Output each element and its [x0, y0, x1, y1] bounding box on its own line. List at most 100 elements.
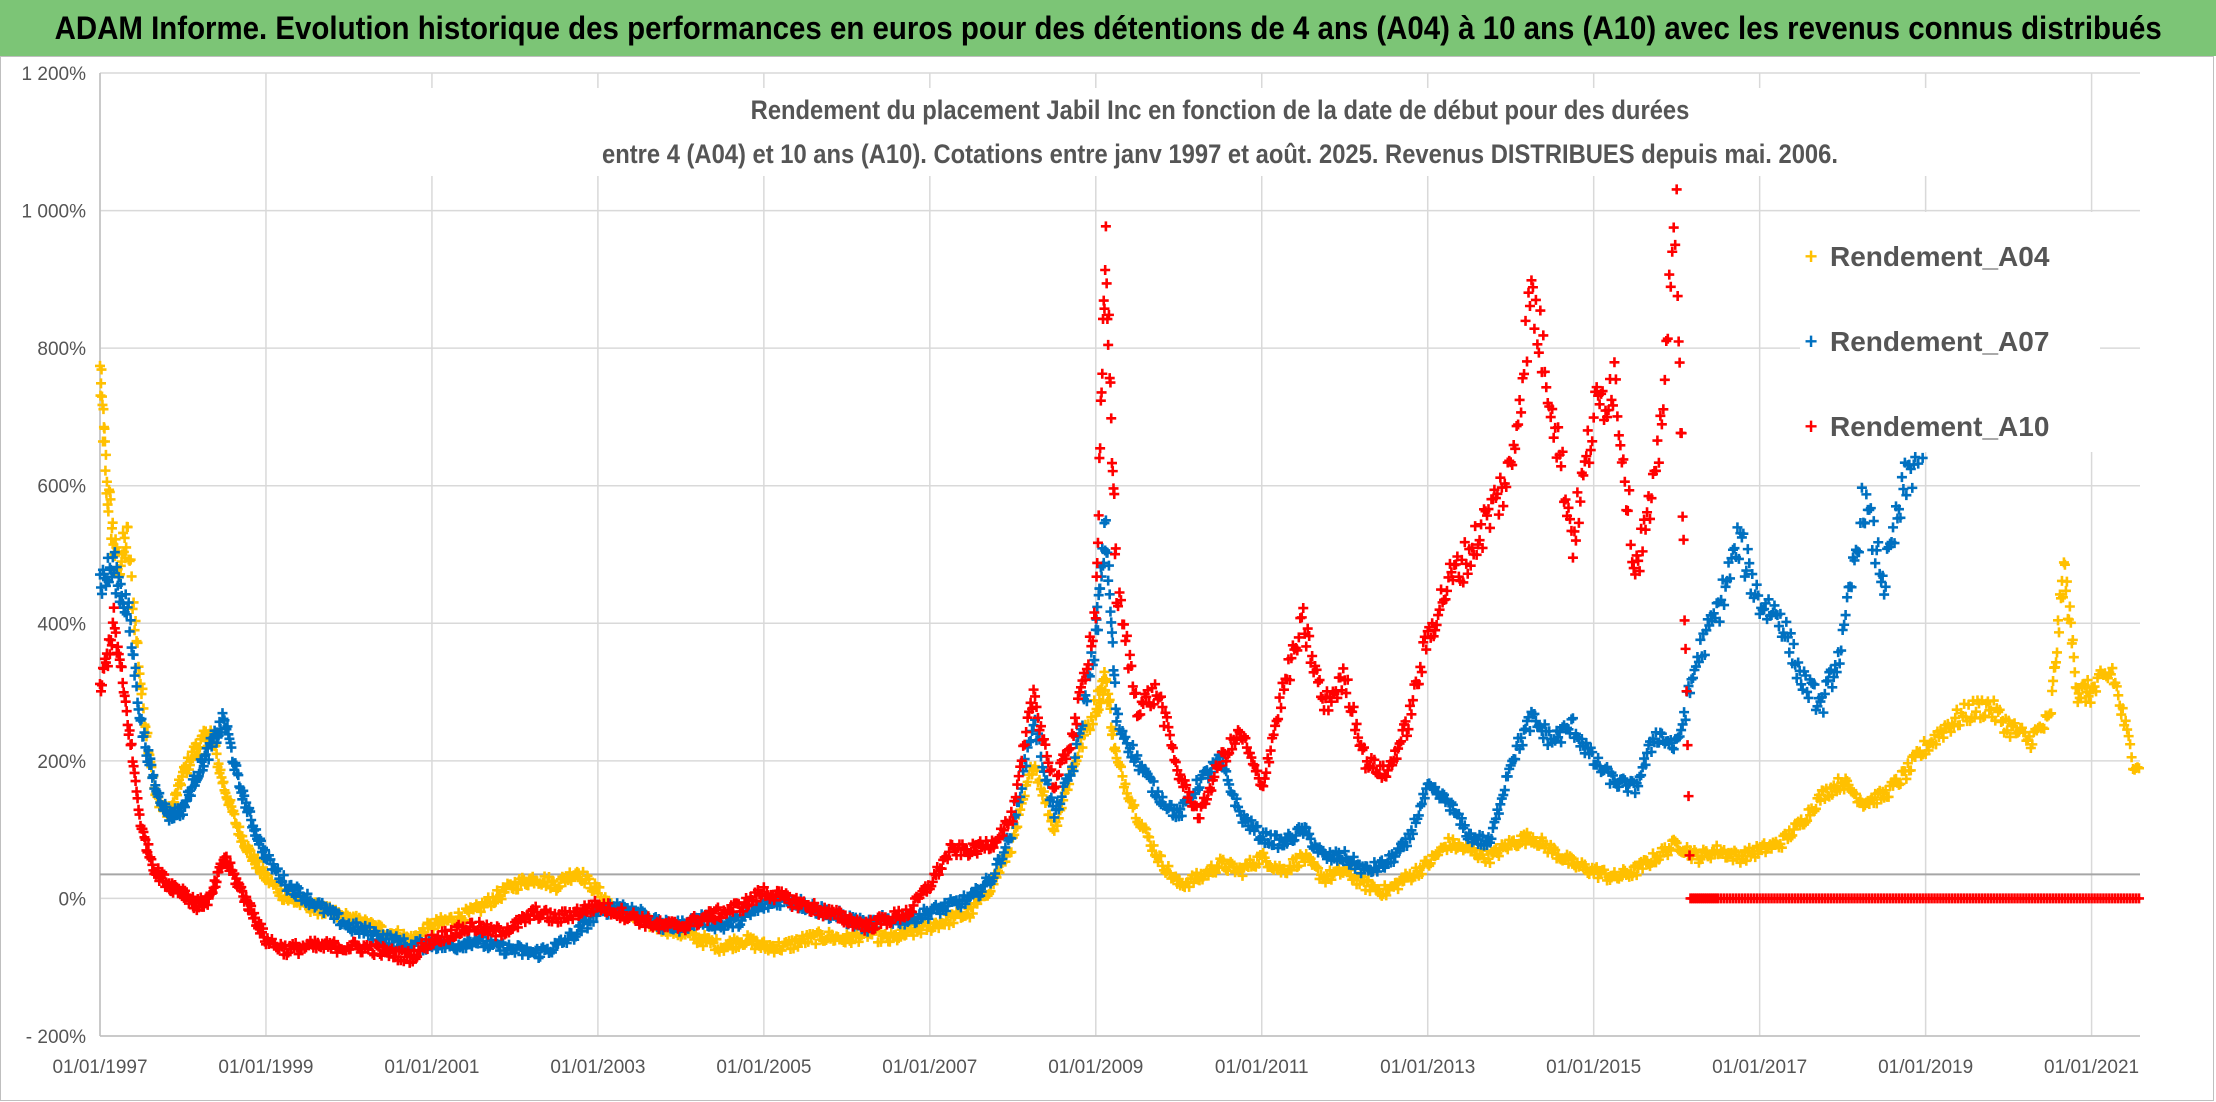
point-Rendement_A04	[218, 776, 229, 787]
point-Rendement_A04	[1776, 842, 1787, 853]
point-Rendement_A07	[1499, 785, 1510, 796]
point-Rendement_A07	[1739, 571, 1750, 582]
point-Rendement_A04	[2039, 723, 2050, 734]
point-Rendement_A10	[907, 907, 918, 918]
point-Rendement_A10	[143, 839, 154, 850]
point-Rendement_A04	[118, 527, 129, 538]
point-Rendement_A07	[1529, 708, 1540, 719]
point-Rendement_A07	[1674, 731, 1685, 742]
point-Rendement_A10	[1535, 305, 1546, 316]
point-Rendement_A04	[1945, 726, 1956, 737]
point-Rendement_A04	[1015, 804, 1026, 815]
point-Rendement_A10	[1670, 239, 1681, 250]
point-Rendement_A10	[1431, 619, 1442, 630]
point-Rendement_A10	[1071, 719, 1082, 730]
point-Rendement_A07	[1898, 484, 1909, 495]
point-Rendement_A10	[121, 706, 132, 717]
point-Rendement_A07	[1901, 490, 1912, 501]
point-Rendement_A07	[461, 943, 472, 954]
point-Rendement_A07	[1733, 553, 1744, 564]
point-Rendement_A07	[1781, 616, 1792, 627]
point-Rendement_A04	[2122, 724, 2133, 735]
point-Rendement_A10	[1035, 721, 1046, 732]
point-Rendement_A07	[1487, 823, 1498, 834]
point-Rendement_A04	[1502, 844, 1513, 855]
point-Rendement_A07	[115, 579, 126, 590]
point-Rendement_A10	[886, 917, 897, 928]
series-Rendement_A10	[95, 184, 2145, 968]
point-Rendement_A10	[110, 627, 121, 638]
point-Rendement_A10	[1381, 771, 1392, 782]
point-Rendement_A10	[1659, 374, 1670, 385]
point-Rendement_A04	[1141, 824, 1152, 835]
point-Rendement_A10	[1415, 661, 1426, 672]
point-Rendement_A10	[1033, 712, 1043, 723]
point-Rendement_A04	[1978, 712, 1989, 723]
point-Rendement_A10	[1450, 559, 1461, 570]
legend-marker-a04: +	[1804, 244, 1818, 269]
point-Rendement_A10	[1650, 465, 1661, 476]
point-Rendement_A10	[1591, 382, 1602, 393]
point-Rendement_A07	[582, 923, 593, 934]
point-Rendement_A04	[1971, 706, 1982, 717]
point-Rendement_A10	[1097, 368, 1108, 379]
point-Rendement_A07	[1751, 579, 1762, 590]
point-Rendement_A10	[122, 719, 133, 730]
point-Rendement_A10	[1114, 587, 1125, 598]
point-Rendement_A07	[1708, 608, 1719, 619]
y-tick-label: - 200%	[26, 1027, 86, 1048]
grid-lines	[99, 72, 2140, 1037]
point-Rendement_A10	[1520, 315, 1531, 326]
point-Rendement_A04	[908, 930, 919, 941]
point-Rendement_A10	[1184, 786, 1195, 797]
point-Rendement_A10	[132, 793, 143, 804]
point-Rendement_A10	[1044, 766, 1055, 777]
point-Rendement_A10	[1609, 357, 1620, 368]
point-Rendement_A07	[1120, 731, 1131, 742]
point-Rendement_A04	[1311, 861, 1322, 872]
point-Rendement_A10	[1021, 727, 1032, 738]
point-Rendement_A07	[1607, 770, 1618, 781]
point-Rendement_A07	[1738, 528, 1749, 539]
point-Rendement_A04	[1087, 719, 1098, 730]
point-Rendement_A07	[1053, 804, 1064, 815]
point-Rendement_A10	[1258, 781, 1269, 792]
point-Rendement_A04	[269, 879, 280, 890]
point-Rendement_A07	[1796, 679, 1807, 690]
point-Rendement_A10	[1293, 632, 1304, 643]
point-Rendement_A04	[1520, 839, 1531, 850]
point-Rendement_A07	[278, 870, 289, 881]
point-Rendement_A10	[1622, 505, 1633, 516]
point-Rendement_A04	[126, 571, 137, 582]
point-Rendement_A07	[1725, 573, 1736, 584]
point-Rendement_A10	[1013, 771, 1024, 782]
point-Rendement_A04	[2079, 680, 2090, 691]
point-Rendement_A04	[1788, 824, 1799, 835]
point-Rendement_A07	[1553, 732, 1564, 743]
point-Rendement_A07	[1680, 714, 1691, 725]
point-Rendement_A04	[258, 862, 269, 873]
point-Rendement_A04	[523, 880, 534, 891]
point-Rendement_A10	[1046, 764, 1057, 775]
point-Rendement_A10	[1100, 264, 1111, 275]
point-Rendement_A10	[474, 916, 485, 927]
point-Rendement_A10	[1118, 619, 1129, 630]
point-Rendement_A10	[1121, 630, 1132, 641]
point-Rendement_A10	[1683, 791, 1694, 802]
point-Rendement_A04	[2123, 731, 2134, 742]
y-tick-label: 200%	[37, 752, 86, 773]
legend: + Rendement_A04 + Rendement_A07 + Rendem…	[1800, 212, 2100, 452]
point-Rendement_A10	[1249, 760, 1260, 771]
point-Rendement_A07	[1784, 647, 1795, 658]
point-Rendement_A07	[1802, 686, 1813, 697]
point-Rendement_A07	[1289, 835, 1300, 846]
point-Rendement_A07	[146, 759, 157, 770]
point-Rendement_A10	[1103, 309, 1114, 320]
point-Rendement_A10	[126, 739, 137, 750]
point-Rendement_A10	[1094, 453, 1105, 464]
point-Rendement_A10	[1120, 635, 1131, 646]
point-Rendement_A04	[1566, 852, 1577, 863]
point-Rendement_A10	[1619, 476, 1630, 487]
point-Rendement_A07	[1456, 813, 1467, 824]
point-Rendement_A10	[1483, 504, 1494, 515]
